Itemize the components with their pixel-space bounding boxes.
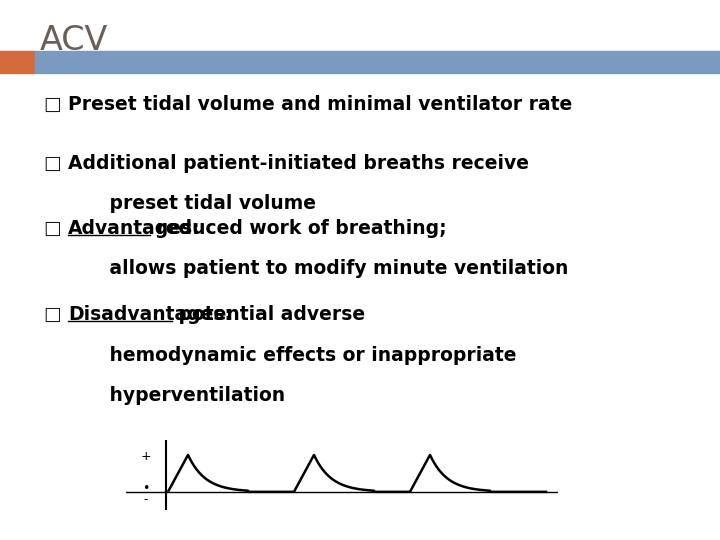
Bar (35, 51, 720, 73)
Text: □: □ (43, 305, 61, 324)
Text: Disadvantages:: Disadvantages: (68, 305, 233, 324)
Text: preset tidal volume: preset tidal volume (90, 194, 316, 213)
Text: +: + (140, 450, 151, 463)
Text: allows patient to modify minute ventilation: allows patient to modify minute ventilat… (90, 259, 568, 278)
Text: Additional patient-initiated breaths receive: Additional patient-initiated breaths rec… (68, 154, 529, 173)
Text: •: • (143, 482, 150, 495)
Text: -: - (144, 493, 148, 506)
Text: □: □ (43, 94, 61, 113)
Text: hemodynamic effects or inappropriate: hemodynamic effects or inappropriate (90, 346, 516, 365)
Text: Advantages:: Advantages: (68, 219, 201, 238)
Text: Preset tidal volume and minimal ventilator rate: Preset tidal volume and minimal ventilat… (68, 94, 572, 113)
Text: hyperventilation: hyperventilation (90, 386, 285, 405)
Bar (0, 51, 35, 73)
Text: potential adverse: potential adverse (172, 305, 366, 324)
Text: reduced work of breathing;: reduced work of breathing; (150, 219, 446, 238)
Text: ACV: ACV (40, 24, 108, 57)
Text: □: □ (43, 154, 61, 173)
Text: □: □ (43, 219, 61, 238)
